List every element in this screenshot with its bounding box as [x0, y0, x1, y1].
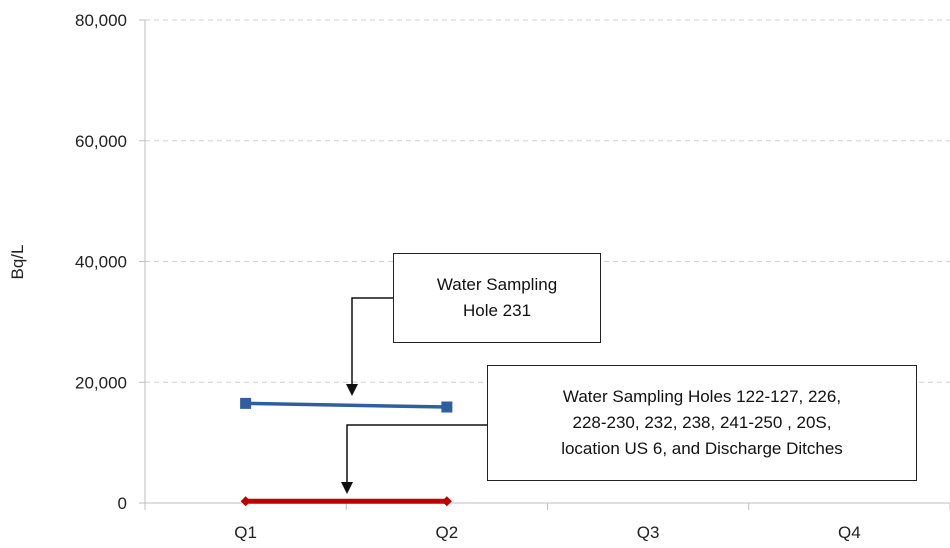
- annotation-sampling-holes: Water Sampling Holes 122-127, 226, 228-2…: [487, 365, 917, 481]
- y-axis-title: Bq/L: [8, 245, 27, 280]
- y-tick-label: 40,000: [75, 253, 127, 272]
- annotation-hole-231-text: Water Sampling Hole 231: [436, 275, 558, 320]
- callout-arrowhead-hole-231: [346, 384, 358, 396]
- x-tick-label: Q3: [637, 523, 660, 542]
- y-tick-label: 80,000: [75, 11, 127, 30]
- data-point: [240, 496, 251, 507]
- callout-arrow-holes: [346, 424, 487, 484]
- x-tick-label: Q4: [838, 523, 861, 542]
- callout-arrowhead-holes: [341, 482, 353, 494]
- x-tick-label: Q2: [436, 523, 459, 542]
- callout-arrows: [341, 297, 487, 494]
- data-point: [441, 401, 453, 413]
- ticks: 0 20,000 40,000 60,000 80,000 Q1 Q2 Q3 Q4: [75, 11, 950, 542]
- data-point: [441, 496, 452, 507]
- y-tick-label: 60,000: [75, 132, 127, 151]
- y-tick-label: 20,000: [75, 373, 127, 392]
- annotation-sampling-holes-text: Water Sampling Holes 122-127, 226, 228-2…: [561, 387, 843, 458]
- series-line: [245, 401, 447, 409]
- callout-arrow-hole-231: [351, 297, 393, 386]
- series-layer: [240, 397, 453, 507]
- y-tick-label: 0: [118, 494, 127, 513]
- x-tick-label: Q1: [234, 523, 257, 542]
- annotation-hole-231: Water Sampling Hole 231: [393, 253, 601, 343]
- data-point: [240, 397, 252, 409]
